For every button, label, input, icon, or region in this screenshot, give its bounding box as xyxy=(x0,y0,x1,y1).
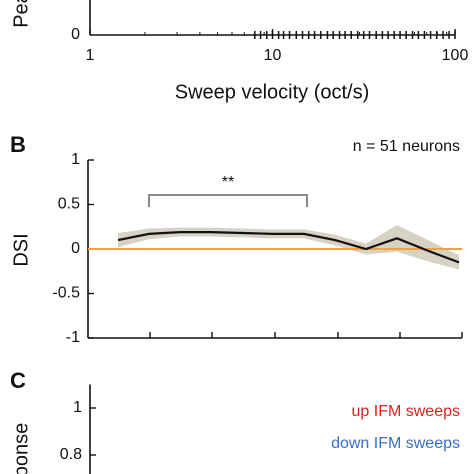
y-axis-label: DSI xyxy=(10,233,32,266)
y-tick-label: -1 xyxy=(66,329,80,346)
y-tick-label: 0 xyxy=(71,26,80,43)
y-axis-label: Pea xyxy=(10,0,32,28)
x-tick-label: 100 xyxy=(442,47,469,64)
y-tick-label: 0 xyxy=(71,240,80,257)
panel-letter: C xyxy=(10,368,26,393)
x-tick-label: 10 xyxy=(264,47,282,64)
y-tick-label: -0.5 xyxy=(52,285,80,302)
significance-bracket xyxy=(148,194,308,207)
panel-letter: B xyxy=(10,132,26,157)
significance-label: ** xyxy=(222,174,234,191)
y-tick-label: 0.5 xyxy=(58,196,80,213)
y-tick-label: 1 xyxy=(71,151,80,168)
error-band xyxy=(118,224,459,270)
y-tick-label: 1 xyxy=(73,399,82,416)
legend-entry: down IFM sweeps xyxy=(331,435,460,452)
legend-entry: up IFM sweeps xyxy=(352,403,460,420)
data-line xyxy=(117,230,460,264)
x-axis-label: Sweep velocity (oct/s) xyxy=(175,81,370,103)
annotation: n = 51 neurons xyxy=(353,138,460,155)
x-tick-label: 1 xyxy=(86,47,95,64)
y-axis-label: ponse xyxy=(10,423,32,474)
y-tick-label: 0.8 xyxy=(60,446,82,463)
